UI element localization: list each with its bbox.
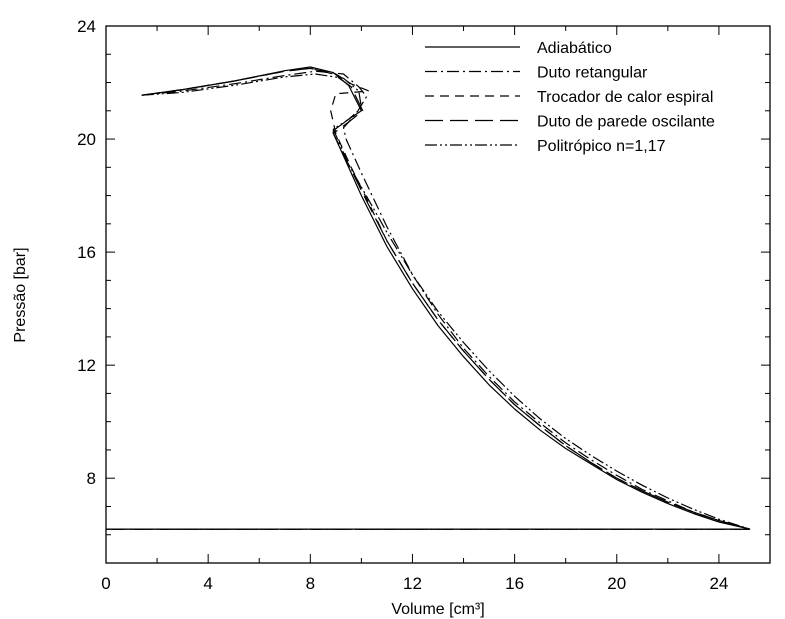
legend-label-3: Trocador de calor espiral <box>537 89 713 106</box>
series-line-4 <box>106 67 751 530</box>
x-tick-label: 0 <box>101 574 110 593</box>
x-tick-label: 8 <box>306 574 315 593</box>
y-tick-label: 12 <box>77 356 96 375</box>
y-tick-label: 16 <box>77 243 96 262</box>
x-tick-label: 16 <box>505 574 524 593</box>
y-axis-label: Pressão [bar] <box>12 247 29 342</box>
legend: Adiabático Duto retangular Trocador de cal… <box>425 40 715 155</box>
plot-frame <box>105 25 771 564</box>
x-tick-label: 20 <box>607 574 626 593</box>
y-tick-label: 8 <box>87 469 96 488</box>
axis-ticks <box>105 25 771 564</box>
legend-label-2: Duto retangular <box>537 65 648 82</box>
series-line-5 <box>106 73 751 530</box>
series-layer <box>106 66 751 530</box>
tick-labels: 0 4 8 12 16 20 24 8 12 16 20 24 <box>77 17 728 593</box>
y-tick-label: 20 <box>77 130 96 149</box>
x-tick-label: 12 <box>403 574 422 593</box>
legend-label-5: Politrópico n=1,17 <box>537 138 666 155</box>
x-tick-label: 24 <box>709 574 728 593</box>
x-tick-label: 4 <box>203 574 212 593</box>
y-tick-label: 24 <box>77 17 96 36</box>
x-axis-label: Volume [cm³] <box>391 601 484 618</box>
legend-label-1: Adiabático <box>537 40 612 57</box>
legend-label-4: Duto de parede oscilante <box>537 114 715 131</box>
